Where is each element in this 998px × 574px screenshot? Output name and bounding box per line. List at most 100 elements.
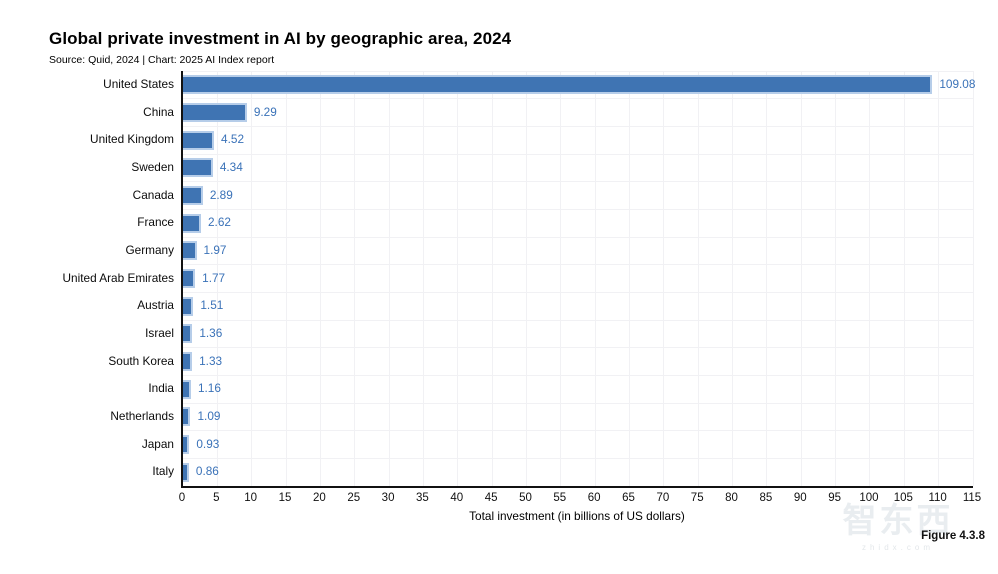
bar (183, 352, 193, 371)
vertical-gridline (216, 71, 218, 486)
bar (183, 213, 201, 233)
watermark-domain: zhidx.com (861, 543, 934, 552)
horizontal-gridline (183, 208, 973, 210)
category-label: China (143, 104, 174, 119)
x-axis-label: Total investment (in billions of US doll… (469, 509, 685, 523)
bar (183, 75, 933, 95)
x-tick-label: 115 (962, 492, 982, 504)
x-tick-label: 50 (519, 492, 532, 504)
bar-value-label: 4.34 (219, 160, 243, 174)
bar-value-label: 0.86 (195, 464, 219, 479)
category-label: Italy (152, 464, 174, 479)
vertical-gridline (766, 71, 768, 486)
vertical-gridline (732, 71, 734, 486)
x-axis-ticks: 0 5 10 15 20 25 30 35 40 45 50 55 60 65 70 75 80 85 90 95 10… (178, 492, 981, 506)
chart-title: Global private investment in AI by geogr… (49, 29, 512, 48)
vertical-gridline (491, 71, 493, 486)
vertical-gridline (560, 71, 562, 486)
bar-value-label: 1.16 (197, 381, 221, 396)
bar-value-label: 109.08 (939, 77, 976, 91)
horizontal-gridline (183, 374, 973, 376)
x-tick-label: 55 (553, 492, 567, 504)
bar (183, 379, 191, 399)
bar-value-label: 9.29 (253, 104, 277, 119)
x-tick-label: 75 (690, 492, 704, 504)
figure-label: Figure 4.3.8 (921, 530, 985, 542)
x-tick-label: 95 (828, 492, 841, 504)
bar (183, 130, 215, 150)
x-tick-label: 30 (381, 492, 395, 504)
bar (183, 241, 197, 261)
vertical-gridline (319, 71, 321, 486)
vertical-gridline (869, 71, 871, 486)
vertical-gridline (938, 71, 940, 486)
horizontal-gridline (183, 319, 973, 321)
bar-value-label: 1.36 (199, 326, 223, 340)
horizontal-gridline (183, 457, 973, 459)
x-tick-label: 35 (416, 492, 429, 504)
category-label: Germany (125, 243, 174, 257)
horizontal-gridline (183, 98, 973, 100)
bar-value-label: 1.09 (197, 409, 221, 423)
chart-subtitle: Source: Quid, 2024 | Chart: 2025 AI Inde… (49, 54, 275, 66)
vertical-gridline (697, 71, 699, 486)
category-label: India (148, 381, 174, 396)
category-label: France (137, 215, 174, 230)
category-label: United Arab Emirates (62, 270, 174, 285)
x-tick-label: 20 (312, 492, 326, 504)
horizontal-gridline (183, 70, 973, 72)
horizontal-gridline (183, 430, 973, 432)
bar (183, 324, 193, 344)
category-label: Canada (132, 187, 174, 202)
category-label: United Kingdom (90, 132, 174, 147)
horizontal-gridline (183, 181, 973, 183)
vertical-gridline (663, 71, 665, 486)
x-tick-label: 5 (213, 492, 220, 504)
bar-value-label: 1.77 (202, 270, 226, 285)
bar (183, 158, 213, 178)
vertical-gridline (800, 71, 802, 486)
vertical-gridline (354, 71, 356, 486)
category-label: Netherlands (110, 409, 174, 423)
x-tick-label: 80 (725, 492, 738, 504)
x-tick-label: 60 (587, 492, 601, 504)
category-label: Israel (145, 326, 174, 340)
vertical-gridline (457, 71, 459, 486)
bar (183, 269, 196, 288)
bar (183, 435, 190, 454)
bar (183, 103, 247, 122)
category-label: United States (103, 77, 174, 91)
vertical-gridline (388, 71, 390, 486)
bar (183, 462, 189, 482)
vertical-gridline (422, 71, 424, 486)
x-tick-label: 25 (347, 492, 361, 504)
bar-value-label: 1.97 (203, 243, 227, 257)
bar-value-label: 2.89 (209, 187, 233, 202)
horizontal-gridline (183, 153, 973, 155)
vertical-gridline (525, 71, 527, 486)
x-tick-label: 110 (928, 492, 947, 504)
bar (183, 296, 194, 316)
vertical-gridline (629, 71, 631, 486)
bar-value-label: 4.52 (221, 132, 245, 147)
category-label: Japan (141, 436, 174, 451)
horizontal-gridline (183, 402, 973, 404)
category-label: Sweden (131, 160, 174, 174)
x-tick-label: 40 (450, 492, 464, 504)
bar-value-label: 0.93 (196, 436, 220, 451)
vertical-gridline (285, 71, 287, 486)
bar-value-label: 1.33 (199, 353, 223, 368)
horizontal-gridline (183, 236, 973, 238)
x-tick-label: 0 (178, 492, 186, 504)
x-tick-label: 10 (244, 492, 258, 504)
bar (183, 407, 191, 427)
x-tick-label: 90 (793, 492, 807, 504)
x-tick-label: 105 (893, 492, 913, 504)
bar-value-label: 1.51 (200, 298, 224, 313)
x-tick-label: 15 (278, 492, 292, 504)
horizontal-gridline (183, 125, 973, 127)
vertical-gridline (903, 71, 905, 486)
horizontal-gridline (183, 291, 973, 293)
bar-value-label: 2.62 (207, 215, 231, 230)
vertical-gridline (594, 71, 596, 486)
